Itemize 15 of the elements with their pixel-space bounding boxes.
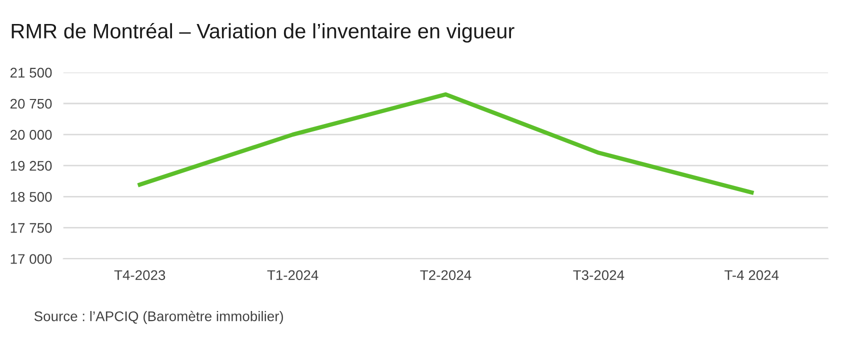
x-tick-label: T1-2024 <box>267 270 318 280</box>
y-tick-label: 20 000 <box>10 130 52 140</box>
x-tick-label: T2-2024 <box>420 270 472 280</box>
chart-title: RMR de Montréal – Variation de l’inventaire en vigueur <box>12 22 514 43</box>
y-tick-label: 18 500 <box>10 192 52 202</box>
y-tick-label: 19 250 <box>10 160 52 171</box>
x-tick-label: T4-2023 <box>114 270 166 280</box>
y-tick-label: 17 000 <box>10 254 52 264</box>
y-tick-label: 17 750 <box>10 223 52 233</box>
y-tick-label: 21 500 <box>10 68 52 78</box>
y-tick-label: 20 750 <box>10 98 52 109</box>
line-series <box>138 92 754 195</box>
x-tick-label: T3-2024 <box>573 270 624 280</box>
source-note: Source : l’APCIQ (Baromètre immobilier) <box>34 310 283 324</box>
x-tick-label: T-4 2024 <box>724 270 779 280</box>
